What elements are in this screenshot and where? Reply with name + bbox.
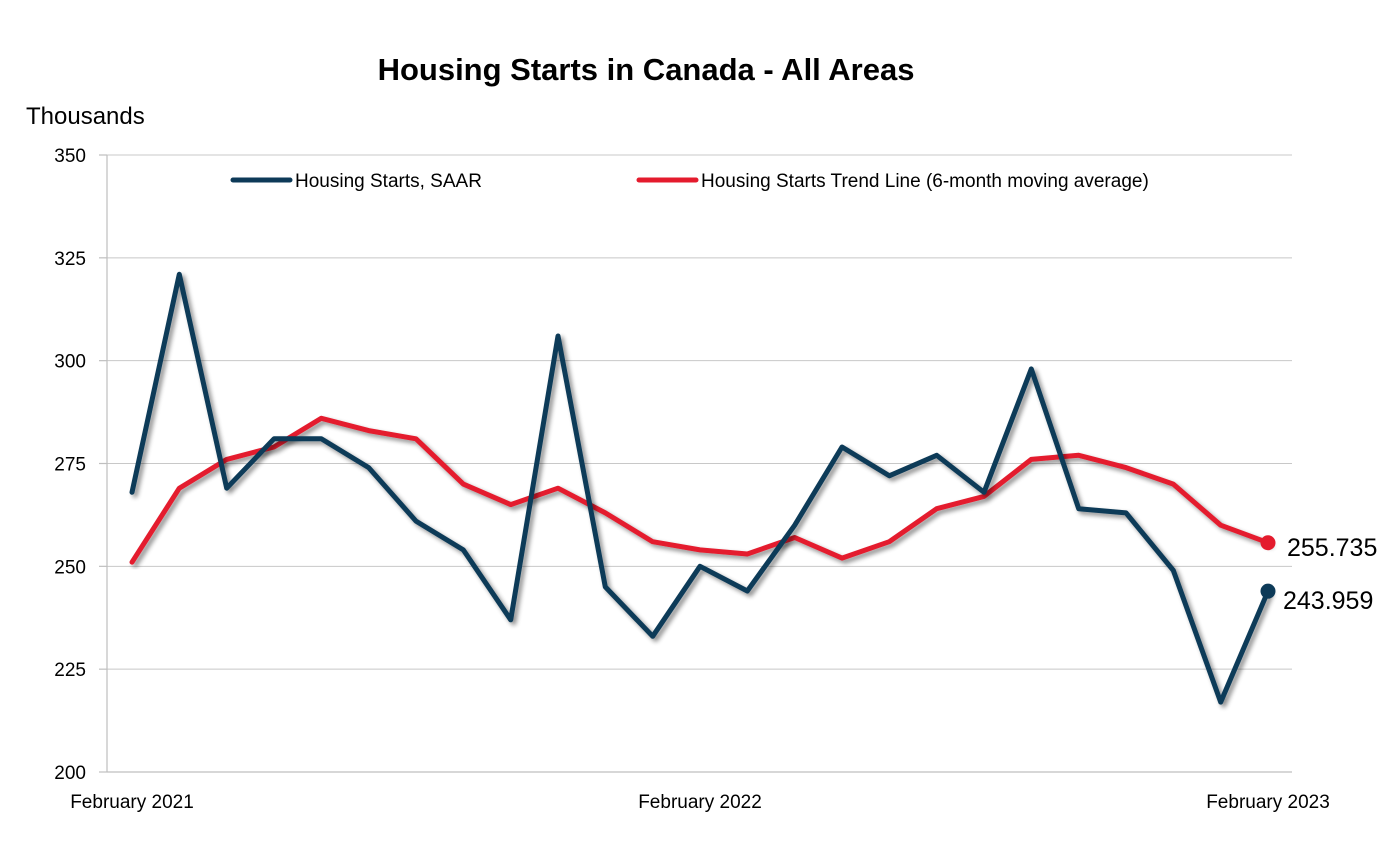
legend: Housing Starts, SAAR Housing Starts Tren… [230, 171, 1149, 192]
legend-label-starts: Housing Starts, SAAR [295, 171, 482, 192]
series-line-starts [129, 271, 1271, 705]
x-tick-label-1: February 2022 [638, 792, 762, 813]
y-tick-label-275: 275 [54, 455, 86, 476]
series-line-trend-end-point [1260, 535, 1276, 551]
x-tick-labels: February 2021 February 2022 February 2023 [70, 792, 1330, 813]
end-markers [1260, 535, 1276, 599]
y-axis-label: Thousands [26, 103, 145, 130]
y-tick-label-325: 325 [54, 249, 86, 270]
chart-title: Housing Starts in Canada - All Areas [378, 52, 915, 87]
x-tick-label-2: February 2023 [1206, 792, 1330, 813]
y-tick-label-250: 250 [54, 557, 86, 578]
y-tick-label-300: 300 [54, 352, 86, 373]
y-tick-label-350: 350 [54, 146, 86, 167]
end-label-trend: 255.735 [1287, 534, 1377, 562]
y-tick-label-200: 200 [54, 763, 86, 784]
series-line-starts-end-point [1260, 583, 1276, 599]
y-tick-labels: 200 225 250 275 300 325 350 [54, 146, 86, 784]
legend-label-trend: Housing Starts Trend Line (6-month movin… [701, 171, 1149, 192]
series-line-trend [129, 415, 1271, 565]
x-tick-label-0: February 2021 [70, 792, 194, 813]
end-label-starts: 243.959 [1283, 587, 1373, 615]
series-lines [129, 271, 1271, 705]
y-tick-label-225: 225 [54, 660, 86, 681]
